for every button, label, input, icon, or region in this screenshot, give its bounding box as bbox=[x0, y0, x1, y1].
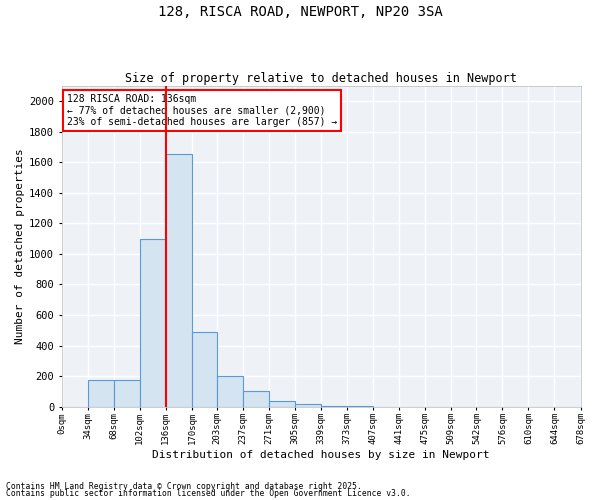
Bar bbox=[243, 392, 269, 406]
Text: 128 RISCA ROAD: 136sqm
← 77% of detached houses are smaller (2,900)
23% of semi-: 128 RISCA ROAD: 136sqm ← 77% of detached… bbox=[67, 94, 337, 127]
Bar bbox=[166, 154, 192, 406]
Bar bbox=[217, 376, 243, 406]
Text: 128, RISCA ROAD, NEWPORT, NP20 3SA: 128, RISCA ROAD, NEWPORT, NP20 3SA bbox=[158, 5, 442, 19]
Text: Contains HM Land Registry data © Crown copyright and database right 2025.: Contains HM Land Registry data © Crown c… bbox=[6, 482, 362, 491]
Bar bbox=[88, 380, 114, 406]
Bar bbox=[114, 380, 140, 406]
Bar bbox=[295, 404, 321, 406]
Bar bbox=[192, 332, 217, 406]
Text: Contains public sector information licensed under the Open Government Licence v3: Contains public sector information licen… bbox=[6, 490, 410, 498]
Bar bbox=[140, 238, 166, 406]
Bar bbox=[269, 400, 295, 406]
Title: Size of property relative to detached houses in Newport: Size of property relative to detached ho… bbox=[125, 72, 517, 85]
X-axis label: Distribution of detached houses by size in Newport: Distribution of detached houses by size … bbox=[152, 450, 490, 460]
Y-axis label: Number of detached properties: Number of detached properties bbox=[15, 148, 25, 344]
